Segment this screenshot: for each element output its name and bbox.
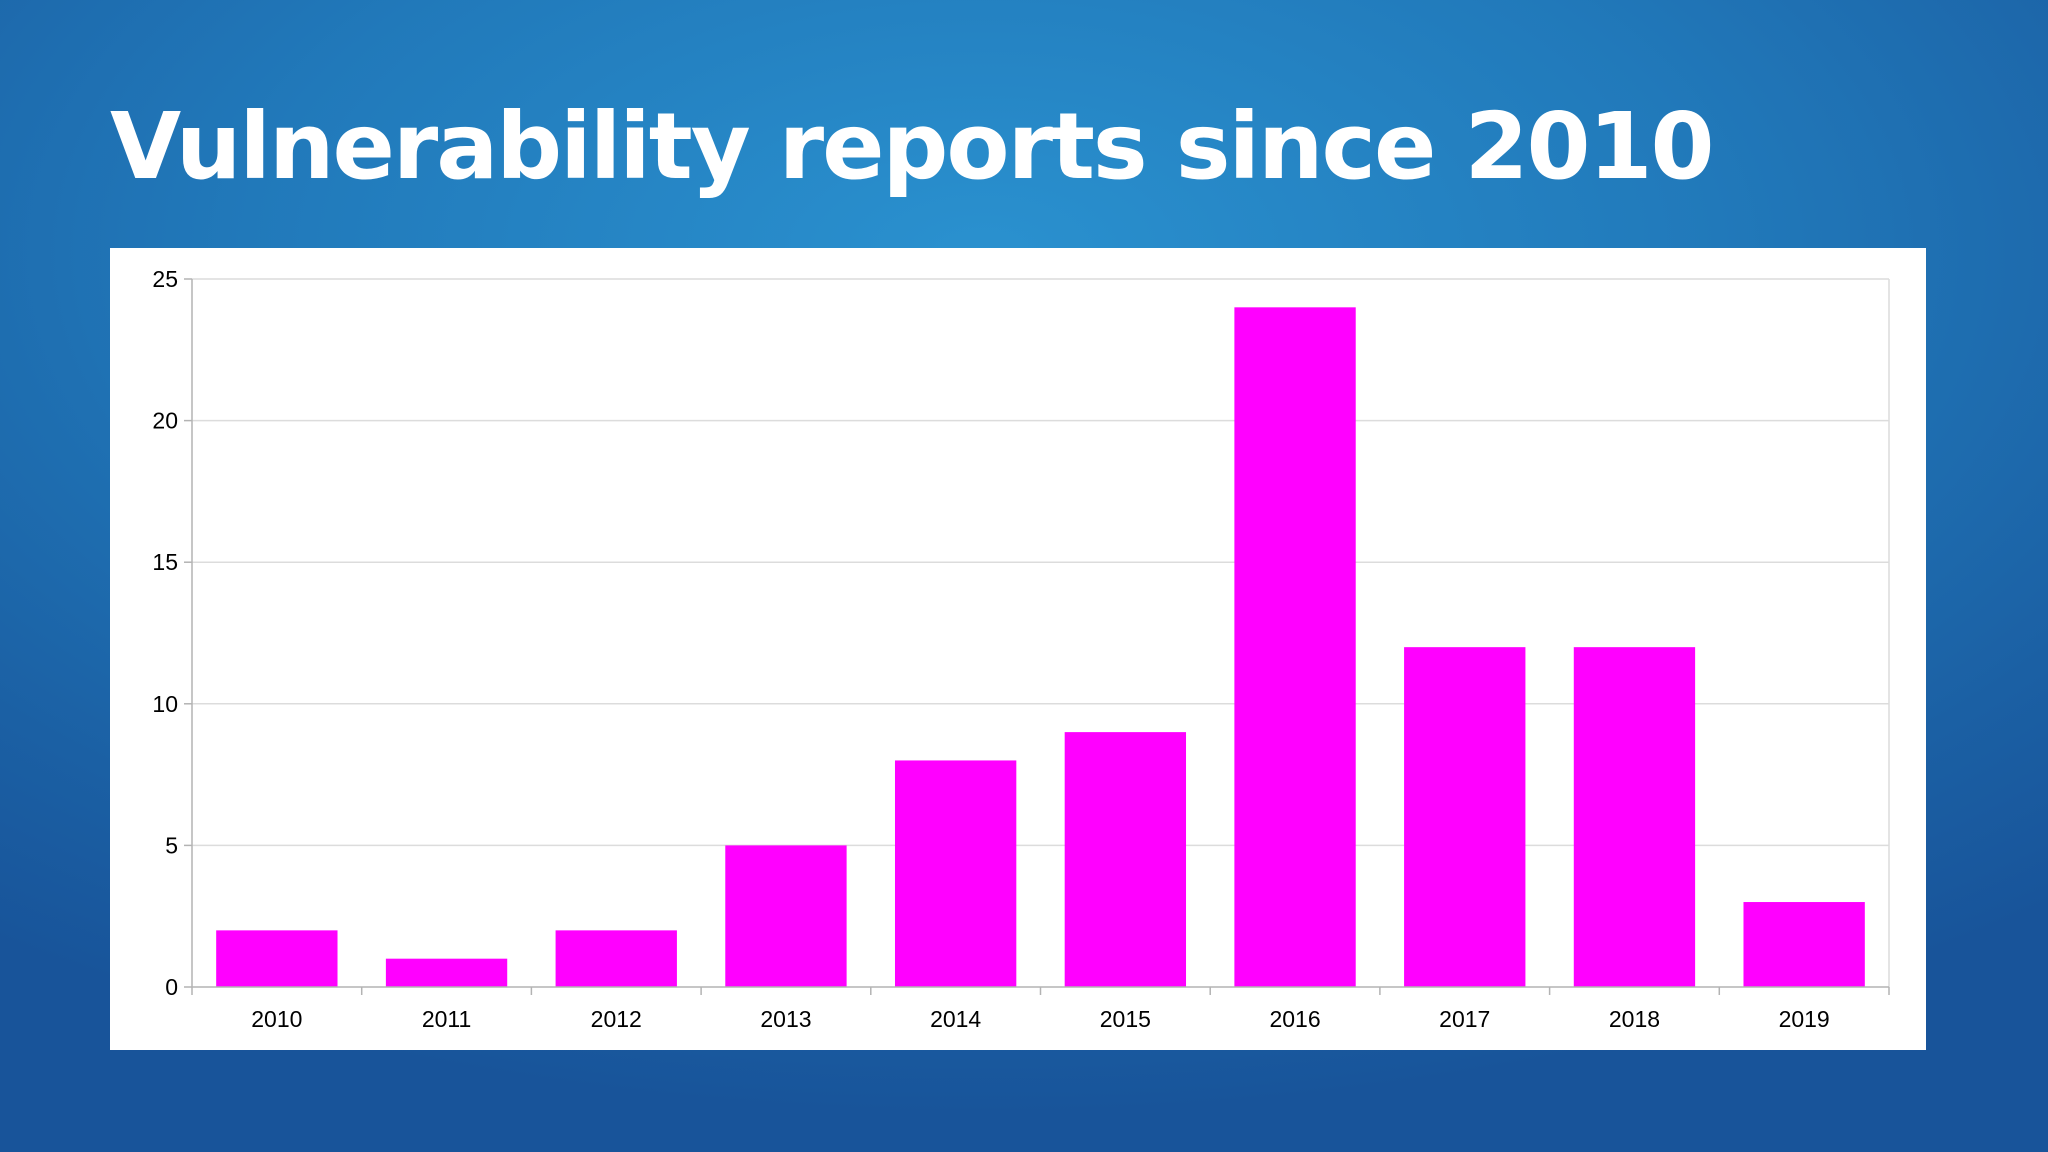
x-tick-label: 2019: [1779, 1006, 1830, 1032]
y-tick-label: 5: [165, 832, 178, 858]
bar-2014: [894, 760, 1017, 987]
x-tick-label: 2011: [422, 1006, 471, 1032]
chart-panel: 0 5 10 15 20 25 2010 2011 2012 2013 2014 2015 2016 2…: [110, 248, 1926, 1050]
x-tick-label: 2015: [1100, 1006, 1151, 1032]
bar-2010: [216, 930, 338, 987]
bar-2011: [385, 958, 508, 987]
x-tick-label: 2018: [1609, 1006, 1660, 1032]
bar-2016: [1234, 307, 1356, 987]
bars: [216, 307, 1865, 987]
x-tick-labels: 2010 2011 2012 2013 2014 2015 2016 2017 2018 2019: [251, 1006, 1829, 1032]
x-tick-label: 2012: [591, 1006, 642, 1032]
y-tick-labels: 0 5 10 15 20 25: [152, 266, 178, 1000]
bar-2017: [1404, 647, 1526, 987]
x-tick-label: 2014: [930, 1006, 981, 1032]
bar-2018: [1573, 647, 1696, 987]
y-tick-label: 15: [152, 549, 178, 575]
y-tick-label: 25: [152, 266, 178, 292]
slide-title: Vulnerability reports since 2010: [110, 93, 1715, 200]
y-tick-label: 10: [152, 691, 178, 717]
x-tick-label: 2017: [1439, 1006, 1490, 1032]
x-tick-label: 2016: [1269, 1006, 1320, 1032]
bar-2019: [1743, 902, 1865, 987]
y-tick-label: 20: [152, 408, 178, 434]
x-tick-label: 2010: [251, 1006, 302, 1032]
bar-2015: [1064, 732, 1187, 987]
bar-2013: [725, 845, 847, 987]
axes: [184, 278, 1890, 995]
bar-2012: [555, 930, 677, 987]
y-tick-label: 0: [165, 974, 178, 1000]
x-tick-label: 2013: [760, 1006, 811, 1032]
